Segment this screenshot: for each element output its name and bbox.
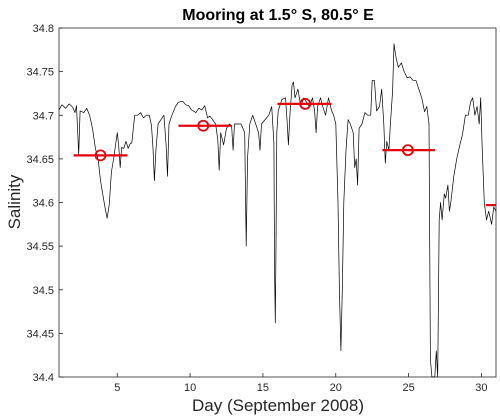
salinity-line [58, 43, 497, 378]
axis-ticks: 5 10 15 20 25 30 34.4 34.45 34.5 34.55 34.6 34.65 34… [26, 23, 487, 394]
weekly-mean-marker [94, 149, 107, 162]
y-tick-label: 34.4 [33, 372, 54, 384]
plot-area [58, 27, 497, 378]
x-tick-label: 20 [330, 382, 342, 394]
y-tick-label: 34.55 [26, 241, 54, 253]
y-tick-label: 34.6 [33, 198, 54, 210]
y-tick-label: 34.45 [26, 328, 54, 340]
y-axis-title: Salinity [5, 174, 24, 229]
chart-title: Mooring at 1.5° S, 80.5° E [182, 7, 374, 24]
weekly-mean-marker [197, 119, 210, 132]
weekly-mean-marker [299, 98, 312, 110]
x-axis-title: Day (September 2008) [192, 396, 364, 415]
y-tick-label: 34.8 [33, 23, 54, 35]
y-tick-label: 34.65 [26, 154, 54, 166]
x-tick-label: 10 [184, 382, 196, 394]
x-tick-label: 15 [257, 382, 269, 394]
x-tick-label: 5 [114, 382, 120, 394]
y-tick-label: 34.7 [33, 110, 54, 122]
x-tick-label: 30 [475, 382, 487, 394]
series-group [58, 43, 497, 378]
y-tick-label: 34.75 [26, 67, 54, 79]
y-tick-label: 34.5 [33, 285, 54, 297]
weekly-mean-marker [401, 144, 414, 157]
x-tick-label: 25 [402, 382, 414, 394]
